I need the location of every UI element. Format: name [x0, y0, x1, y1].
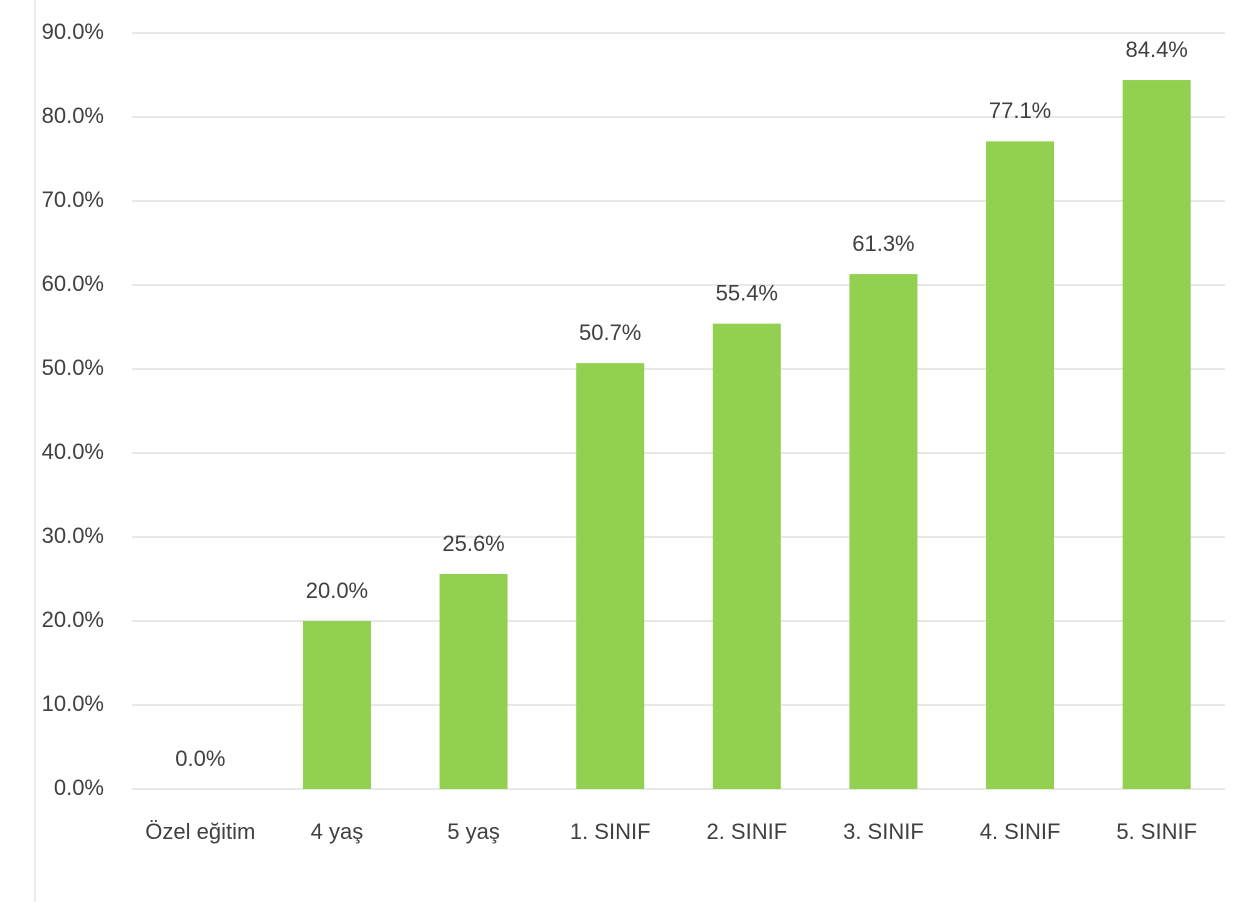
x-tick-label: 4 yaş — [310, 819, 364, 844]
x-tick-label: 4. SINIF — [979, 819, 1061, 844]
x-tick-label: 2. SINIF — [706, 819, 788, 844]
data-label: 55.4% — [716, 280, 778, 305]
chart-border — [34, 0, 36, 902]
bar — [302, 621, 371, 789]
bar — [1122, 80, 1191, 790]
x-tick-label: 3. SINIF — [843, 819, 924, 844]
data-label: 20.0% — [306, 578, 368, 603]
data-label: 50.7% — [579, 320, 641, 345]
x-tick-label: 5 yaş — [447, 819, 500, 844]
y-tick-label: 90.0% — [42, 19, 104, 44]
x-tick-label: 5. SINIF — [1116, 819, 1198, 844]
y-tick-label: 20.0% — [42, 607, 104, 632]
y-tick-label: 50.0% — [42, 355, 104, 380]
y-tick-label: 10.0% — [42, 691, 104, 716]
x-tick-label: Özel eğitim — [145, 819, 256, 844]
bar — [986, 141, 1055, 790]
y-tick-label: 0.0% — [54, 775, 104, 800]
data-label: 25.6% — [442, 531, 504, 556]
y-tick-label: 40.0% — [42, 439, 104, 464]
x-tick-label: 1. SINIF — [569, 819, 651, 844]
data-label: 77.1% — [989, 98, 1051, 123]
y-tick-label: 80.0% — [42, 103, 104, 128]
bar — [712, 323, 781, 789]
y-tick-label: 70.0% — [42, 187, 104, 212]
bar — [439, 573, 508, 789]
data-label: 84.4% — [1125, 37, 1187, 62]
y-tick-label: 30.0% — [42, 523, 104, 548]
bar — [576, 363, 645, 789]
bar — [849, 274, 918, 790]
y-tick-label: 60.0% — [42, 271, 104, 296]
data-label: 0.0% — [175, 746, 225, 771]
data-label: 61.3% — [852, 231, 914, 256]
